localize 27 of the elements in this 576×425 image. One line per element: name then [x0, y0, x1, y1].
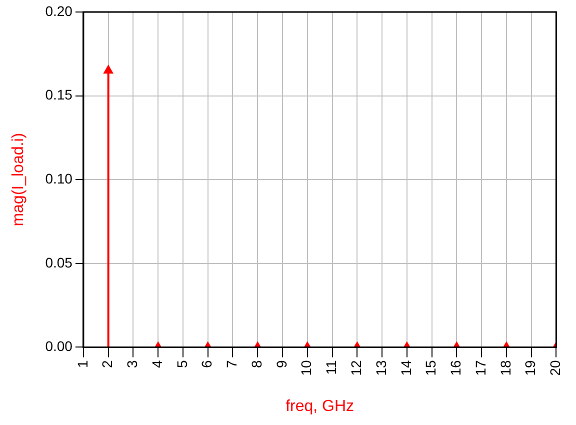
x-tick-label: 5: [174, 360, 190, 368]
x-tick-label: 4: [148, 360, 165, 368]
x-tick-label: 6: [198, 360, 215, 368]
x-axis-title: freq, GHz: [286, 398, 354, 415]
x-tick-label: 10: [298, 360, 314, 376]
x-tick-label: 3: [124, 360, 140, 368]
x-tick-label: 20: [547, 360, 564, 376]
y-tick-label: 0.05: [45, 254, 73, 270]
x-tick-label: 12: [348, 360, 364, 376]
x-tick-label: 8: [248, 360, 264, 368]
x-tick-label: 16: [448, 360, 464, 376]
x-tick-label: 14: [398, 360, 414, 376]
x-tick-label: 15: [422, 360, 439, 376]
y-tick-label: 0.20: [45, 2, 73, 19]
x-tick-label: 13: [372, 360, 389, 376]
y-tick-label: 0.10: [45, 170, 73, 186]
x-tick-label: 11: [323, 360, 340, 375]
x-tick-label: 18: [497, 360, 514, 376]
y-axis-title: mag(I_load.i): [10, 132, 28, 226]
x-tick-label: 9: [273, 360, 290, 368]
x-tick-label: 1: [74, 360, 90, 368]
x-tick-label: 2: [99, 360, 116, 368]
x-tick-label: 7: [224, 360, 240, 368]
y-tick-label: 0.15: [45, 86, 73, 103]
y-tick-label: 0.00: [45, 338, 73, 354]
x-tick-label: 17: [472, 360, 488, 376]
x-tick-label: 19: [522, 360, 538, 376]
